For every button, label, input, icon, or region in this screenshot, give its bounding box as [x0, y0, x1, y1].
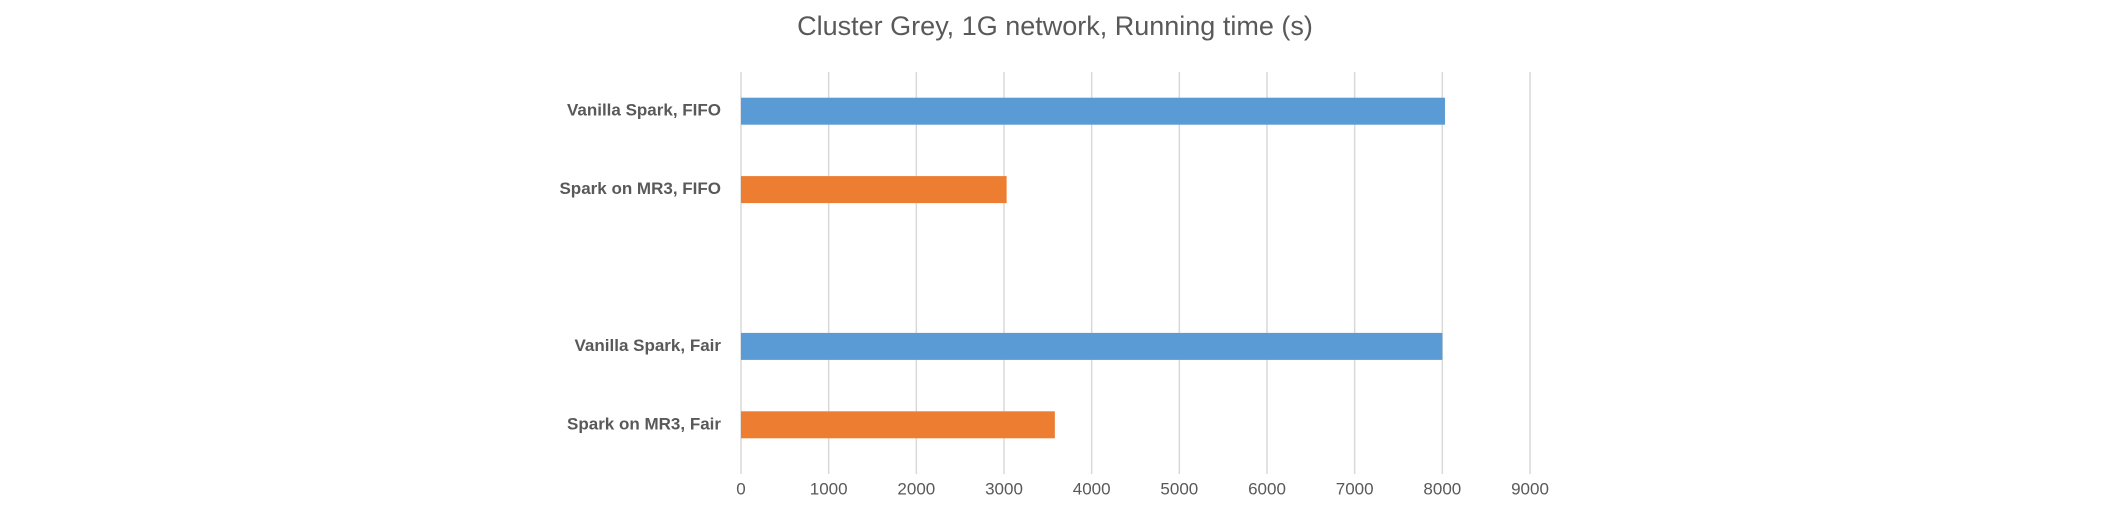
y-tick-label: Spark on MR3, FIFO — [559, 179, 721, 198]
bar — [741, 97, 1445, 125]
x-tick-label: 4000 — [1073, 479, 1111, 498]
x-tick-label: 7000 — [1336, 479, 1374, 498]
x-tick-label: 3000 — [985, 479, 1023, 498]
x-tick-label: 9000 — [1511, 479, 1549, 498]
x-tick-label: 5000 — [1160, 479, 1198, 498]
y-tick-label: Vanilla Spark, FIFO — [567, 101, 721, 120]
bar — [741, 176, 1007, 204]
x-tick-label: 2000 — [897, 479, 935, 498]
y-tick-label: Vanilla Spark, Fair — [575, 336, 722, 355]
bar — [741, 411, 1055, 439]
x-tick-label: 8000 — [1423, 479, 1461, 498]
x-tick-label: 6000 — [1248, 479, 1286, 498]
y-tick-label: Spark on MR3, Fair — [567, 414, 721, 433]
chart-title: Cluster Grey, 1G network, Running time (… — [797, 11, 1313, 41]
bar — [741, 332, 1443, 360]
x-tick-label: 0 — [736, 479, 745, 498]
x-tick-label: 1000 — [810, 479, 848, 498]
